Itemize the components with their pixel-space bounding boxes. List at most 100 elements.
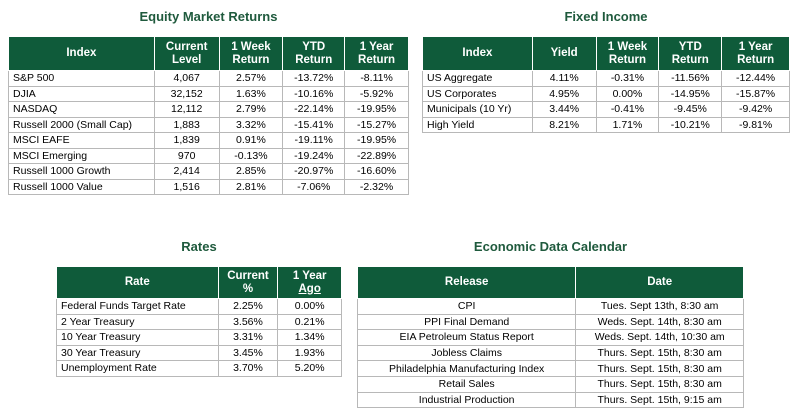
rates-col-1-year-ago: 1 Year Ago <box>277 266 342 299</box>
econ-header-row: Release Date <box>356 266 744 299</box>
equity-table-row: DJIA 32,152 1.63% -10.16% -5.92% <box>8 85 409 102</box>
equity-cell: DJIA <box>8 85 155 102</box>
equity-col-1-week-return: 1 Week Return <box>218 36 284 71</box>
equity-cell: 2.57% <box>218 70 284 87</box>
rates-cell: 30 Year Treasury <box>56 344 219 361</box>
equity-cell: Russell 2000 (Small Cap) <box>8 116 155 133</box>
econ-table-row: EIA Petroleum Status Report Weds. Sept. 1… <box>356 329 744 346</box>
equity-title: Equity Market Returns <box>139 9 278 24</box>
equity-col-1-year-return: 1 Year Return <box>344 36 409 71</box>
equity-cell: Russell 1000 Value <box>8 178 155 195</box>
rates-cell: 1.93% <box>277 344 342 361</box>
rates-col-ago-label: Ago <box>298 282 321 295</box>
equity-cell: 0.91% <box>218 132 284 149</box>
fixed-cell: -11.56% <box>658 70 723 87</box>
fixed-cell: -9.81% <box>721 116 790 133</box>
equity-cell: NASDAQ <box>8 101 155 118</box>
equity-cell: 3.32% <box>218 116 284 133</box>
rates-table-row: 2 Year Treasury 3.56% 0.21% <box>56 313 342 330</box>
equity-cell: -15.41% <box>282 116 346 133</box>
rates-table-row: Federal Funds Target Rate 2.25% 0.00% <box>56 298 342 315</box>
fixed-cell: -0.31% <box>595 70 660 87</box>
fixed-cell: US Corporates <box>422 85 533 102</box>
rates-col-rate: Rate <box>56 266 219 299</box>
equity-cell: 2,414 <box>153 163 220 180</box>
fixed-cell: -0.41% <box>595 101 660 118</box>
rates-cell: 3.70% <box>217 360 279 377</box>
equity-cell: 2.85% <box>218 163 284 180</box>
econ-cell: Weds. Sept. 14th, 8:30 am <box>575 313 744 331</box>
equity-cell: 2.79% <box>218 101 284 118</box>
fixed-table-row: Municipals (10 Yr) 3.44% -0.41% -9.45% -9.42… <box>422 101 790 118</box>
equity-col-index: Index <box>8 36 155 71</box>
equity-cell: -10.16% <box>282 85 346 102</box>
fixed-cell: 0.00% <box>595 85 660 102</box>
rates-table-row: 30 Year Treasury 3.45% 1.93% <box>56 344 342 361</box>
econ-cell: Tues. Sept 13th, 8:30 am <box>575 298 744 315</box>
equity-cell: 1.63% <box>218 85 284 102</box>
fixed-cell: -14.95% <box>658 85 723 102</box>
equity-cell: -5.92% <box>344 85 409 102</box>
equity-cell: MSCI EAFE <box>8 132 155 149</box>
equity-cell: MSCI Emerging <box>8 147 155 164</box>
fixed-col-1-week-return: 1 Week Return <box>595 36 660 71</box>
economic-data-calendar-section: Economic Data Calendar Release Date CPI T… <box>356 239 744 409</box>
rates-cell: 2 Year Treasury <box>56 313 219 330</box>
econ-cell: Thurs. Sept. 15th, 8:30 am <box>575 344 744 362</box>
equity-table-row: Russell 1000 Growth 2,414 2.85% -20.97% -16.… <box>8 163 409 180</box>
equity-table-row: Russell 2000 (Small Cap) 1,883 3.32% -15.41… <box>8 116 409 133</box>
equity-cell: 4,067 <box>153 70 220 87</box>
equity-cell: -20.97% <box>282 163 346 180</box>
equity-cell: 2.81% <box>218 178 284 195</box>
econ-cell: Philadelphia Manufacturing Index <box>356 360 577 377</box>
fixed-cell: Municipals (10 Yr) <box>422 101 533 118</box>
fixed-cell: High Yield <box>422 116 533 133</box>
rates-cell: 10 Year Treasury <box>56 329 219 346</box>
econ-cell: Industrial Production <box>356 391 577 409</box>
equity-cell: 1,883 <box>153 116 220 133</box>
equity-cell: 970 <box>153 147 220 164</box>
econ-table-row: Industrial Production Thurs. Sept. 15th, … <box>356 391 744 409</box>
rates-table-row: 10 Year Treasury 3.31% 1.34% <box>56 329 342 346</box>
equity-cell: -8.11% <box>344 70 409 87</box>
equity-table-row: Russell 1000 Value 1,516 2.81% -7.06% -2.32% <box>8 178 409 195</box>
econ-table-row: CPI Tues. Sept 13th, 8:30 am <box>356 298 744 315</box>
econ-col-date: Date <box>575 266 744 299</box>
rates-cell: 0.00% <box>277 298 342 315</box>
fixed-cell: 4.95% <box>531 85 597 102</box>
fixed-title: Fixed Income <box>564 9 648 24</box>
fixed-table-row: US Corporates 4.95% 0.00% -14.95% -15.87% <box>422 85 790 102</box>
equity-cell: -7.06% <box>282 178 346 195</box>
fixed-income-section: Fixed Income Index Yield 1 Week Return Y… <box>422 9 790 133</box>
fixed-table: Index Yield 1 Week Return YTD Return 1 Y… <box>422 36 790 133</box>
equity-cell: S&P 500 <box>8 70 155 87</box>
econ-cell: Retail Sales <box>356 375 577 393</box>
equity-table-row: NASDAQ 12,112 2.79% -22.14% -19.95% <box>8 101 409 118</box>
econ-cell: EIA Petroleum Status Report <box>356 329 577 346</box>
rates-cell: 0.21% <box>277 313 342 330</box>
equity-cell: -19.11% <box>282 132 346 149</box>
equity-cell: -16.60% <box>344 163 409 180</box>
fixed-cell: 8.21% <box>531 116 597 133</box>
equity-cell: -22.89% <box>344 147 409 164</box>
equity-cell: -15.27% <box>344 116 409 133</box>
rates-cell: 1.34% <box>277 329 342 346</box>
rates-cell: 3.31% <box>217 329 279 346</box>
econ-table-row: Jobless Claims Thurs. Sept. 15th, 8:30 am <box>356 344 744 362</box>
rates-cell: 3.56% <box>217 313 279 330</box>
fixed-col-ytd-return: YTD Return <box>658 36 723 71</box>
equity-cell: -19.95% <box>344 132 409 149</box>
equity-table-row: S&P 500 4,067 2.57% -13.72% -8.11% <box>8 70 409 87</box>
rates-title: Rates <box>181 239 217 254</box>
fixed-cell: -15.87% <box>721 85 790 102</box>
fixed-cell: -10.21% <box>658 116 723 133</box>
rates-cell: 5.20% <box>277 360 342 377</box>
equity-cell: 32,152 <box>153 85 220 102</box>
rates-table: Rate Current % 1 Year Ago Federal Funds T… <box>56 266 342 377</box>
econ-table-row: Philadelphia Manufacturing Index Thurs. S… <box>356 360 744 377</box>
econ-cell: Jobless Claims <box>356 344 577 362</box>
equity-header-row: Index Current Level 1 Week Return YTD Re… <box>8 36 409 71</box>
econ-cell: Thurs. Sept. 15th, 9:15 am <box>575 391 744 409</box>
equity-cell: -2.32% <box>344 178 409 195</box>
fixed-cell: -9.42% <box>721 101 790 118</box>
